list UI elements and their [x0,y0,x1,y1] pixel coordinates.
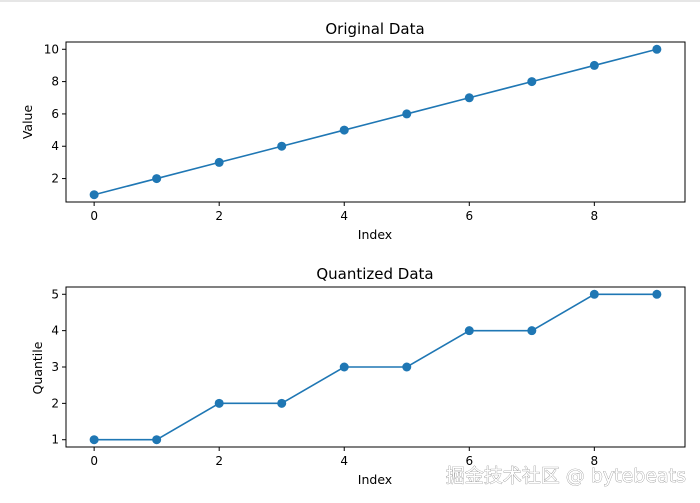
chart-quantized-data: Quantized Data Index Quantile 0 2 4 6 8 1 2 3 4 5 [30,265,686,487]
data-point [652,289,662,299]
x-tick-label: 6 [465,454,473,468]
y-tick-label: 4 [51,324,59,338]
x-axis-label: Index [358,472,392,487]
x-tick-label: 6 [465,209,473,223]
x-tick-label: 2 [215,454,223,468]
data-point [589,289,599,299]
data-point [527,326,537,336]
x-tick-label: 8 [591,454,599,468]
y-tick-label: 6 [51,107,59,121]
x-tick-label: 0 [90,209,98,223]
x-tick-label: 0 [90,454,98,468]
data-point [402,362,412,372]
y-axis-label: Quantile [30,341,45,394]
data-point [339,125,349,135]
y-tick-label: 4 [51,139,59,153]
series-line [93,48,658,196]
y-tick-label: 8 [51,75,59,89]
y-tick-label: 3 [51,360,59,374]
data-point [152,174,162,184]
data-point [464,326,474,336]
y-tick-label: 2 [51,172,59,186]
plot-frame [65,41,686,203]
top-border [0,0,700,2]
data-point [152,435,162,445]
y-tick-label: 2 [51,396,59,410]
y-tick-label: 5 [51,287,59,301]
data-point [527,77,537,87]
data-point [589,60,599,70]
y-tick-label: 10 [44,42,59,56]
data-point [339,362,349,372]
x-tick-label: 8 [591,209,599,223]
series-line [94,293,657,441]
x-tick-label: 4 [340,454,348,468]
data-point [277,141,287,151]
data-point [402,109,412,119]
data-point [89,190,99,200]
data-point [89,435,99,445]
y-tick-label: 1 [51,433,59,447]
chart-title: Quantized Data [316,265,433,283]
data-point [652,44,662,54]
chart-original-data: Original Data Index Value 0 2 4 6 8 2 4 6 8 10 [20,20,686,242]
data-point [277,398,287,408]
data-point [214,398,224,408]
x-tick-label: 4 [340,209,348,223]
data-point [214,157,224,167]
chart-title: Original Data [325,20,424,38]
x-axis-label: Index [358,227,392,242]
watermark-text: 掘金技术社区 @ bytebeats [446,465,686,487]
data-point [464,93,474,103]
x-tick-label: 2 [215,209,223,223]
y-axis-label: Value [20,105,35,140]
